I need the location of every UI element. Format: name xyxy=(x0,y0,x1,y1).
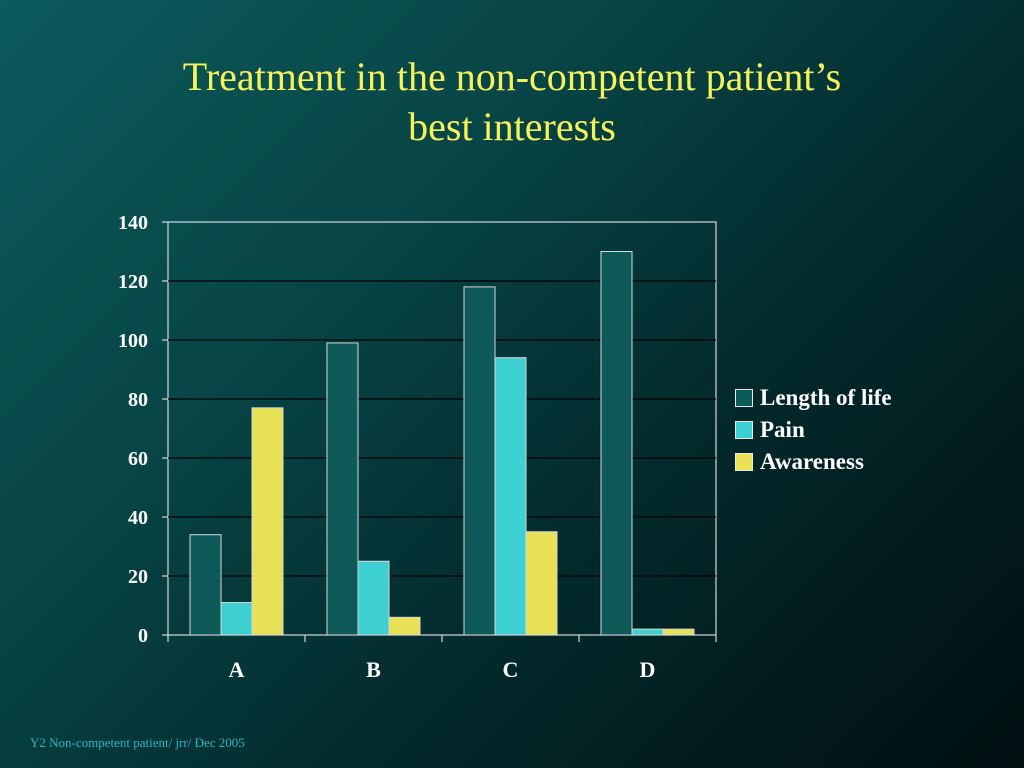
bar-A-series-2 xyxy=(251,407,284,636)
legend-swatch xyxy=(735,453,753,471)
y-tick-label: 60 xyxy=(128,448,148,470)
x-tick-label: C xyxy=(503,657,519,682)
legend-swatch xyxy=(735,389,753,407)
legend-swatch xyxy=(735,421,753,439)
bar-C-series-0 xyxy=(463,286,496,636)
bar-D-series-0 xyxy=(600,251,633,636)
slide-footer: Y2 Non-competent patient/ jrr/ Dec 2005 xyxy=(30,735,245,750)
bar-D-series-2 xyxy=(662,628,695,636)
x-tick-label: B xyxy=(366,657,381,682)
y-tick-label: 40 xyxy=(128,507,148,529)
slide-title-line-1: Treatment in the non-competent patient’s xyxy=(182,54,842,99)
y-tick-label: 140 xyxy=(118,212,148,234)
bar-B-series-1 xyxy=(357,560,390,636)
y-tick-label: 0 xyxy=(138,625,148,647)
y-tick-label: 20 xyxy=(128,566,148,588)
y-tick-label: 120 xyxy=(118,271,148,293)
bar-C-series-2 xyxy=(525,531,558,636)
bar-B-series-0 xyxy=(326,342,359,636)
bar-A-series-0 xyxy=(189,534,222,636)
legend-label: Awareness xyxy=(760,449,864,474)
legend-label: Pain xyxy=(760,417,805,442)
chart-legend: Length of life Pain Awareness xyxy=(735,382,892,478)
slide-title-line-2: best interests xyxy=(408,104,616,149)
bar-B-series-2 xyxy=(388,616,421,636)
bar-A-series-1 xyxy=(220,602,253,636)
x-tick-label: A xyxy=(229,657,245,682)
slide-title: Treatment in the non-competent patient’s… xyxy=(0,52,1024,152)
bar-C-series-1 xyxy=(494,357,527,636)
legend-item-pain: Pain xyxy=(735,414,892,446)
legend-item-awareness: Awareness xyxy=(735,446,892,478)
legend-item-length-of-life: Length of life xyxy=(735,382,892,414)
y-tick-label: 100 xyxy=(118,330,148,352)
bar-D-series-1 xyxy=(631,628,664,636)
y-tick-label: 80 xyxy=(128,389,148,411)
plot-area xyxy=(167,221,717,636)
x-tick-label: D xyxy=(640,657,656,682)
legend-label: Length of life xyxy=(760,385,892,410)
